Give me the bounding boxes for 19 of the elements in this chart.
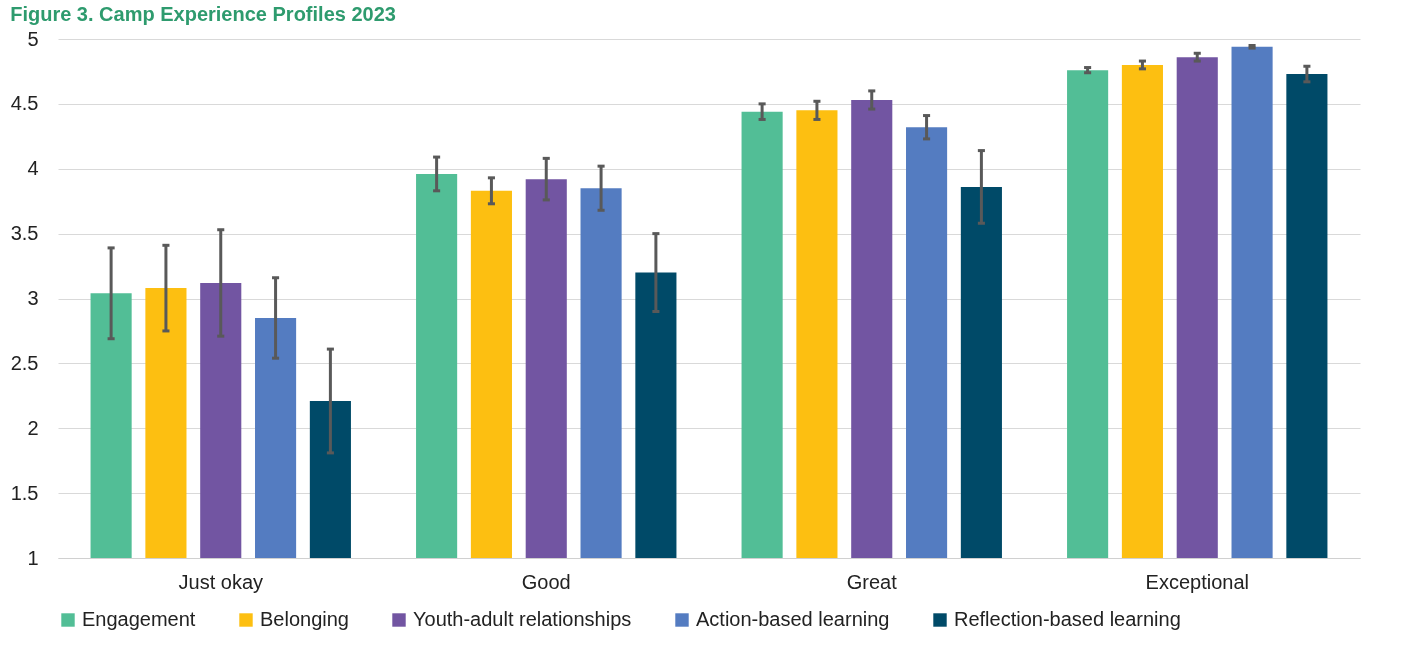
- x-tick-label: Good: [521, 570, 571, 593]
- legend-label: Engagement: [82, 608, 196, 630]
- y-tick-label: 1: [27, 546, 39, 569]
- y-tick-label: 3: [27, 287, 39, 309]
- y-tick-label: 2: [27, 416, 39, 439]
- y-tick-label: 2.5: [10, 351, 39, 374]
- y-tick-label: 5: [27, 27, 39, 50]
- x-tick-label: Just okay: [178, 570, 263, 593]
- y-tick-label: 3.5: [10, 222, 39, 245]
- y-tick-label: 4: [27, 157, 39, 180]
- legend-label: Reflection-based learning: [954, 608, 1181, 630]
- x-tick-label: Exceptional: [1145, 570, 1249, 593]
- legend-label: Belonging: [260, 608, 349, 630]
- x-tick-label: Great: [846, 570, 898, 593]
- legend-label: Action-based learning: [696, 608, 890, 630]
- chart-title: Figure 3. Camp Experience Profiles 2023: [10, 3, 396, 25]
- y-tick-label: 1.5: [10, 481, 39, 504]
- y-tick-label: 4.5: [10, 92, 39, 115]
- legend-label: Youth-adult relationships: [413, 608, 632, 630]
